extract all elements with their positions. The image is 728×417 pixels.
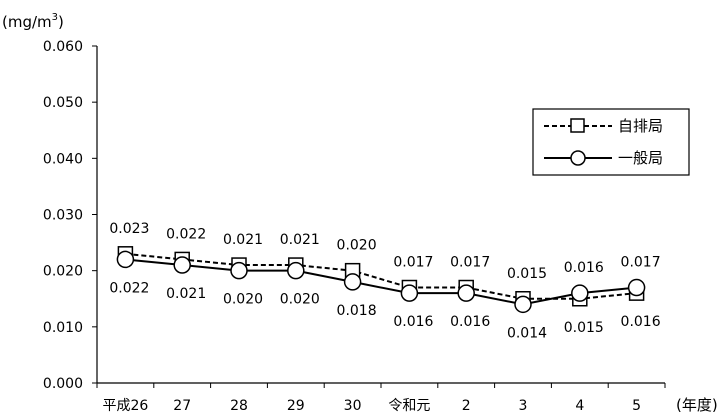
y-axis-ticks: 0.000 0.010 0.020 0.030 0.040 0.050 0.060 <box>43 39 97 392</box>
series-line-jihaikyoku <box>125 252 637 300</box>
data-label: 0.023 <box>109 221 149 237</box>
legend-label-jihaikyoku: 自排局 <box>618 117 663 135</box>
data-point-circle <box>514 295 532 314</box>
x-tick-label: 5 <box>632 398 641 414</box>
data-label: 0.020 <box>223 292 263 308</box>
data-label: 0.017 <box>450 255 490 271</box>
y-unit-close: ) <box>58 13 64 31</box>
data-point-circle <box>287 261 305 280</box>
data-label: 0.014 <box>507 325 547 341</box>
data-label: 0.017 <box>621 255 661 271</box>
x-axis-unit-label: (年度) <box>676 396 718 414</box>
data-point-circle <box>400 284 419 302</box>
y-tick-label: 0.060 <box>43 39 83 55</box>
data-label: 0.016 <box>450 314 490 330</box>
data-point-circle <box>230 261 248 280</box>
x-tick-label: 平成26 <box>102 398 148 414</box>
data-point-circle <box>116 250 135 269</box>
data-label: 0.015 <box>564 320 604 336</box>
data-label: 0.022 <box>109 280 149 296</box>
data-point-circle <box>343 273 362 291</box>
legend-square-marker <box>570 118 585 133</box>
data-label: 0.017 <box>393 255 433 271</box>
x-tick-label: 27 <box>173 398 191 414</box>
y-unit-superscript: 3 <box>52 12 58 23</box>
x-tick-label: 30 <box>344 398 362 414</box>
data-labels: 0.023 0.022 0.021 0.021 0.020 0.017 0.017 0.015… <box>109 221 660 342</box>
y-tick-label: 0.050 <box>43 95 83 111</box>
x-tick-label: 4 <box>575 398 584 414</box>
data-label: 0.021 <box>223 232 263 248</box>
legend: 自排局 一般局 <box>532 108 690 176</box>
data-label: 0.020 <box>337 238 377 254</box>
data-point-circle <box>457 284 475 302</box>
y-axis-unit-label: (mg/m3) <box>2 12 64 31</box>
series-markers <box>116 246 646 314</box>
data-label: 0.016 <box>564 260 604 276</box>
y-unit-main: (mg/m <box>2 13 52 31</box>
x-tick-label: 3 <box>519 398 528 414</box>
data-point-circle <box>571 284 589 302</box>
data-label: 0.016 <box>393 314 433 330</box>
y-tick-label: 0.020 <box>43 264 83 280</box>
legend-box <box>532 108 690 176</box>
y-tick-label: 0.010 <box>43 320 83 336</box>
legend-circle-marker <box>570 150 586 166</box>
series-line-ippankyoku <box>125 258 637 306</box>
data-point-circle <box>173 256 191 274</box>
data-label: 0.018 <box>337 303 377 319</box>
series-lines <box>125 252 637 306</box>
x-tick-label: 2 <box>462 398 471 414</box>
legend-label-ippankyoku: 一般局 <box>618 149 663 167</box>
data-point-circle <box>627 278 646 297</box>
x-tick-label: 29 <box>287 398 305 414</box>
data-label: 0.020 <box>280 292 320 308</box>
data-label: 0.015 <box>507 266 547 282</box>
x-axis-ticks: 平成26 27 28 29 30 令和元 2 3 4 5 <box>96 383 666 414</box>
y-tick-label: 0.040 <box>43 151 83 167</box>
x-tick-label: 28 <box>230 398 248 414</box>
data-label: 0.016 <box>621 314 661 330</box>
data-label: 0.021 <box>166 286 206 302</box>
data-label: 0.021 <box>280 232 320 248</box>
x-tick-label: 令和元 <box>388 398 430 414</box>
y-tick-label: 0.000 <box>43 376 83 392</box>
data-label: 0.022 <box>166 226 206 242</box>
y-tick-label: 0.030 <box>43 208 83 224</box>
